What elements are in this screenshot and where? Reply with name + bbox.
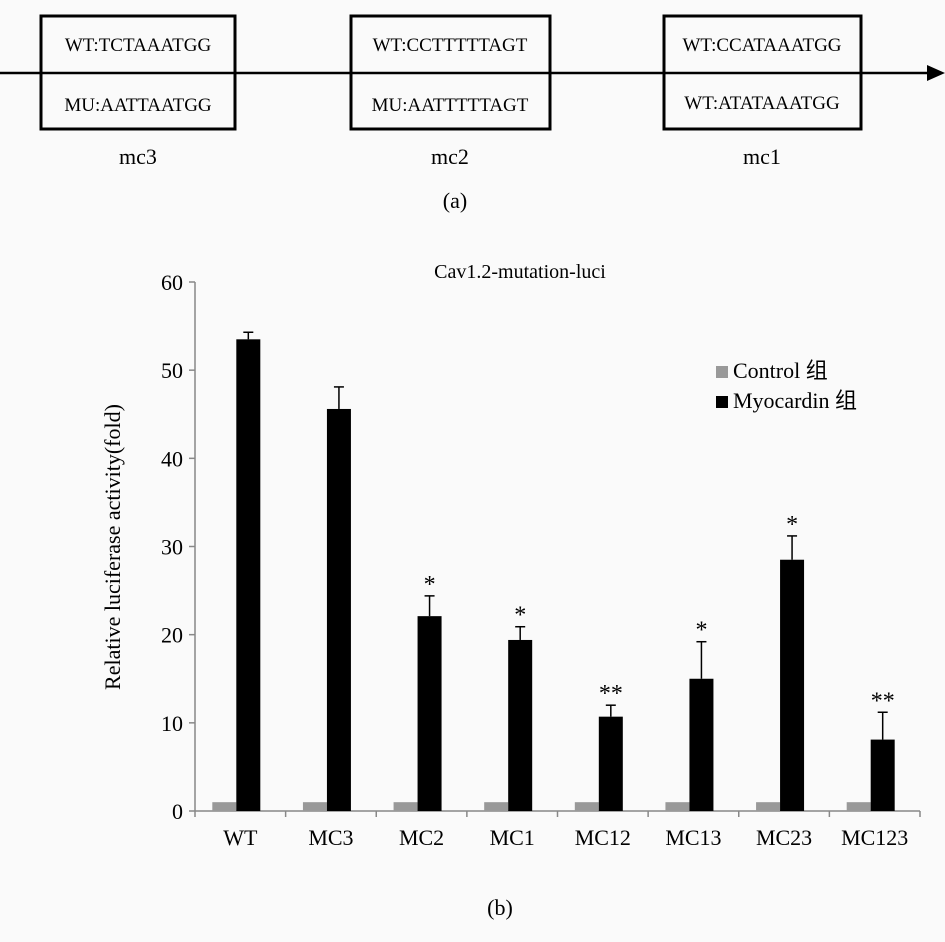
myocardin-bar [236, 339, 261, 811]
control-bar [665, 802, 690, 811]
axes: 0 10 20 30 40 50 60 [161, 270, 921, 824]
site-mutant-sequence: MU:AATTAATGG [64, 95, 212, 116]
myocardin-bar [508, 639, 533, 811]
significance-marker: * [424, 572, 436, 598]
site-wt-sequence: WT:TCTAAATGG [65, 35, 212, 56]
x-tick-label: WT [223, 825, 258, 850]
control-bar [756, 802, 781, 811]
site-wt-sequence: WT:CCTTTTTAGT [373, 35, 528, 56]
significance-marker: * [786, 512, 798, 538]
site-mutant-sequence: MU:AATTTTTAGT [372, 95, 529, 116]
y-tick-label: 20 [161, 623, 183, 648]
site-wt-sequence: WT:CCATAAATGG [682, 35, 841, 56]
control-bar [302, 802, 327, 811]
x-tick-label: MC12 [575, 825, 631, 850]
x-tick-label: MC23 [756, 825, 812, 850]
control-bar [212, 802, 237, 811]
y-tick-label: 30 [161, 535, 183, 560]
x-tick-label: MC2 [399, 825, 444, 850]
x-tick-label: MC3 [308, 825, 353, 850]
control-bar [846, 802, 871, 811]
legend-swatch [716, 396, 728, 408]
site-label: mc3 [119, 144, 157, 169]
legend-swatch [716, 366, 728, 378]
legend: Control 组 Myocardin 组 [716, 358, 857, 413]
significance-marker: * [514, 603, 526, 629]
myocardin-bar [326, 408, 351, 811]
control-bar [393, 802, 418, 811]
site-label: mc1 [743, 144, 781, 169]
myocardin-bar [689, 678, 714, 811]
significance-marker: * [695, 618, 707, 644]
myocardin-bar [870, 739, 895, 811]
site-box-mc3: WT:TCTAAATGG MU:AATTAATGG mc3 [39, 14, 237, 169]
control-bar [574, 802, 599, 811]
site-box-mc2: WT:CCTTTTTAGT MU:AATTTTTAGT mc2 [349, 14, 552, 169]
luciferase-bar-chart: Cav1.2-mutation-luci Relative luciferase… [100, 261, 921, 850]
y-axis-label: Relative luciferase activity(fold) [100, 404, 125, 690]
y-tick-label: 40 [161, 446, 183, 471]
x-tick-label: MC13 [665, 825, 721, 850]
myocardin-bar [598, 716, 623, 811]
legend-label: Control 组 [733, 358, 828, 383]
site-label: mc2 [431, 144, 469, 169]
bars: WT MC3 * MC2 * MC1 ** MC12 * MC13 * MC23 ** MC123 [212, 331, 908, 850]
chart-title: Cav1.2-mutation-luci [434, 261, 606, 283]
y-tick-label: 60 [161, 270, 183, 295]
x-tick-label: MC1 [490, 825, 535, 850]
panel-a-label: (a) [443, 188, 467, 213]
site-box-mc1: WT:CCATAAATGG WT:ATATAAATGG mc1 [662, 14, 863, 169]
promoter-arrow-head [927, 65, 945, 81]
panel-b-label: (b) [487, 895, 513, 920]
y-tick-label: 50 [161, 358, 183, 383]
y-tick-label: 0 [172, 799, 183, 824]
y-tick-label: 10 [161, 711, 183, 736]
legend-label: Myocardin 组 [733, 388, 857, 413]
site-mutant-sequence: WT:ATATAAATGG [684, 93, 840, 114]
myocardin-bar [417, 616, 442, 811]
control-bar [484, 802, 509, 811]
promoter-diagram: WT:TCTAAATGG MU:AATTAATGG mc3 WT:CCTTTTT… [0, 14, 945, 213]
significance-marker: ** [871, 688, 895, 714]
significance-marker: ** [599, 681, 623, 707]
x-tick-label: MC123 [841, 825, 908, 850]
myocardin-bar [780, 559, 805, 811]
